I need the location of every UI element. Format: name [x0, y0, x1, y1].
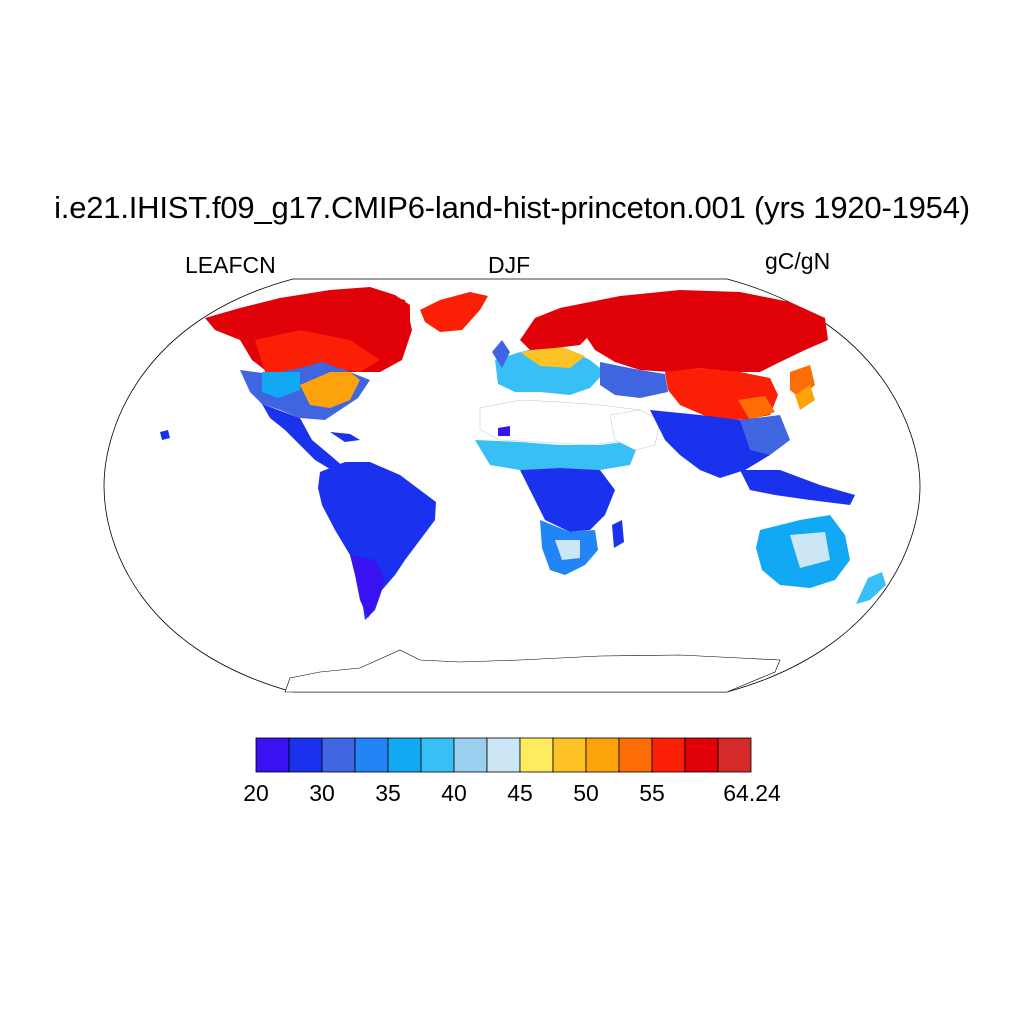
land-southern-africa-dry: [555, 540, 580, 560]
plot-title: i.e21.IHIST.f09_g17.CMIP6-land-hist-prin…: [54, 190, 970, 225]
land-usa-east-warm: [300, 372, 360, 408]
colorbar-box: [354, 737, 389, 773]
land-central-america: [262, 404, 345, 472]
colorbar-box: [585, 737, 620, 773]
land-arctic-islands: [330, 287, 410, 325]
variable-label: LEAFCN: [185, 252, 276, 278]
colorbar-boxes: [255, 737, 752, 773]
colorbar-box: [420, 737, 455, 773]
colorbar-tick-label: 64.24: [723, 780, 781, 806]
colorbar-tick-label: 35: [375, 780, 401, 806]
land-greenland-coast: [420, 292, 488, 332]
land-south-asia: [650, 410, 770, 478]
colorbar-box: [486, 737, 521, 773]
land-arabia: [609, 409, 661, 451]
land-new-zealand: [856, 572, 886, 604]
land-siberia: [560, 290, 828, 372]
colorbar-box: [684, 737, 719, 773]
land-europe-warm: [520, 346, 585, 368]
land-antarctica: [284, 649, 781, 693]
land-caribbean: [330, 432, 360, 442]
colorbar-box: [519, 737, 554, 773]
colorbar-tick-label: 30: [309, 780, 335, 806]
colorbar-box: [288, 737, 323, 773]
colorbar-box: [651, 737, 686, 773]
colorbar-tick-label: 40: [441, 780, 467, 806]
season-label: DJF: [488, 252, 531, 278]
colorbar-box: [255, 737, 290, 773]
colorbar-tick-label: 45: [507, 780, 533, 806]
land-china-east: [740, 415, 790, 455]
colorbar-box: [453, 737, 488, 773]
colorbar-box: [552, 737, 587, 773]
land-central-africa: [520, 468, 615, 532]
colorbar-box: [387, 737, 422, 773]
land-southeast-asia: [740, 470, 855, 505]
colorbar-tick-label: 20: [243, 780, 269, 806]
land-south-america-south: [350, 555, 385, 618]
land-central-asia-warm: [738, 396, 775, 420]
land-kazakhstan: [600, 362, 668, 398]
land-japan: [795, 385, 815, 410]
land-usa-transition: [262, 372, 300, 398]
land-hawaii: [160, 430, 170, 440]
land-australia-interior: [790, 532, 830, 568]
colorbar-tick-label: 50: [573, 780, 599, 806]
land-sahel: [475, 440, 640, 470]
land-uk: [492, 340, 510, 368]
colorbar-box: [717, 737, 752, 773]
colorbar-box: [618, 737, 653, 773]
land-sahara-blue: [498, 426, 510, 436]
land-boreal-north-america-2: [255, 330, 380, 372]
colorbar-box: [321, 737, 356, 773]
units-label: gC/gN: [765, 248, 831, 274]
land-south-america: [318, 462, 436, 620]
colorbar-tick-label: 55: [639, 780, 665, 806]
land-madagascar: [612, 520, 624, 548]
